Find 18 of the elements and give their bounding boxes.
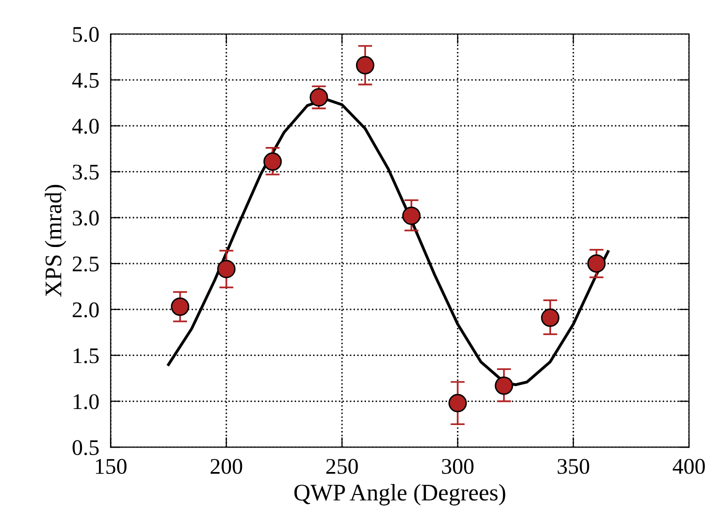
x-tick-label: 250 xyxy=(326,458,358,474)
y-tick-label: 1.0 xyxy=(74,394,99,410)
y-axis-title: XPS (mrad) xyxy=(44,184,66,297)
y-tick-label: 5.0 xyxy=(73,26,99,42)
x-tick-label: 400 xyxy=(672,458,705,474)
y-tick-label: 3.5 xyxy=(72,164,99,180)
y-tick-label: 0.5 xyxy=(72,440,99,456)
y-tick-label: 2.0 xyxy=(72,302,99,318)
y-tick-label: 2.5 xyxy=(72,256,99,272)
y-tick-label: 1.5 xyxy=(74,348,99,364)
x-tick-label: 200 xyxy=(210,458,242,474)
x-tick-label: 350 xyxy=(558,458,590,474)
y-tick-label: 4.0 xyxy=(72,118,99,134)
x-axis-title: QWP Angle (Degrees) xyxy=(294,484,506,506)
x-tick-label: 150 xyxy=(96,458,126,474)
y-tick-label: 3.0 xyxy=(72,210,99,226)
x-tick-label: 300 xyxy=(442,458,474,474)
y-tick-label: 4.5 xyxy=(72,72,99,88)
